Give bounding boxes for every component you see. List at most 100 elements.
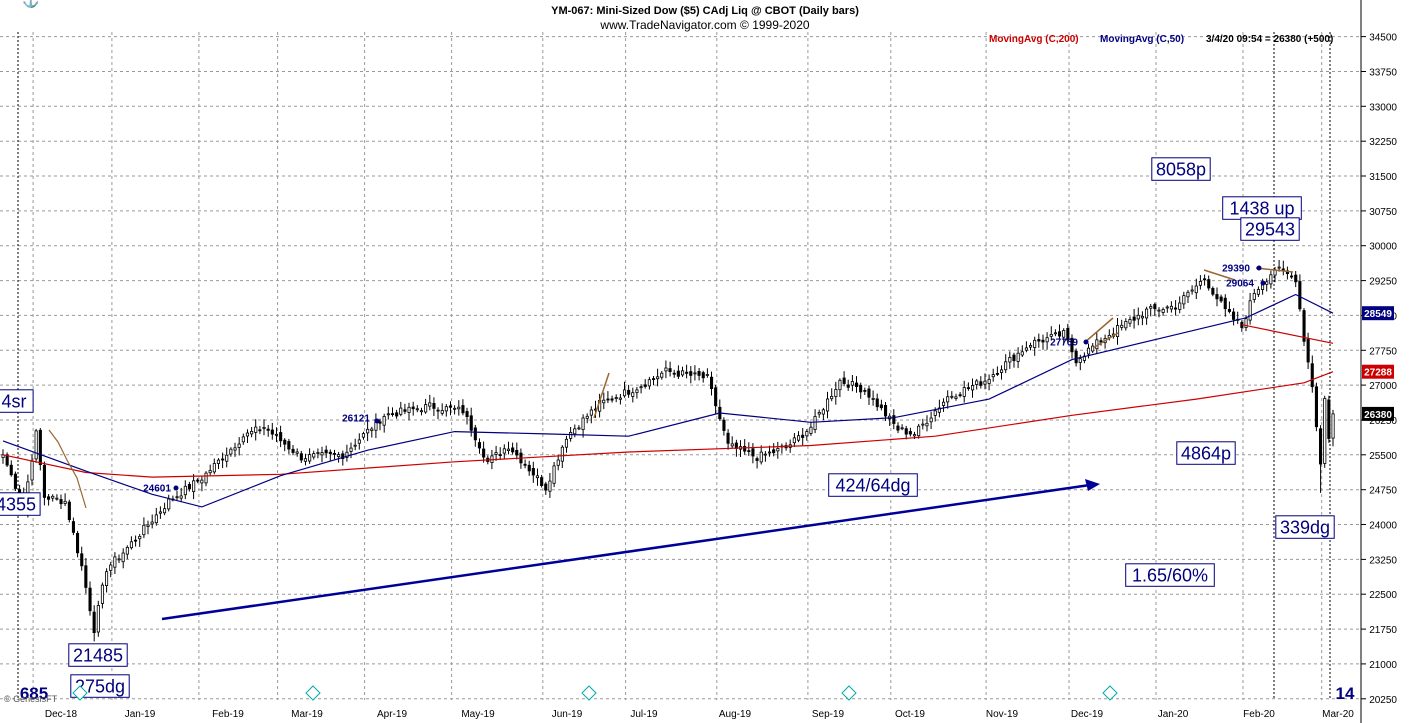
- candle-body: [776, 448, 780, 452]
- candle-body: [482, 448, 486, 458]
- price-tag-box: [1362, 364, 1394, 379]
- candle-body: [768, 451, 772, 454]
- candle-body: [1058, 331, 1062, 337]
- candle-body: [933, 410, 937, 416]
- candle-body: [436, 409, 440, 412]
- candle-body: [830, 395, 834, 400]
- app-logo-icon: ⚓: [22, 0, 39, 9]
- candle-body: [1174, 307, 1178, 310]
- candle-body: [540, 477, 544, 487]
- candle-body: [154, 514, 158, 524]
- candle-body: [225, 454, 229, 462]
- candle-body: [175, 496, 179, 499]
- candle-body: [1256, 289, 1261, 295]
- candle-body: [1066, 327, 1070, 341]
- candle-body: [635, 389, 639, 393]
- price-tag-last: 26380: [1364, 410, 1392, 421]
- candle-body: [121, 552, 125, 563]
- candle-body: [672, 372, 676, 375]
- candle-body: [279, 432, 283, 442]
- candle-body: [979, 381, 983, 386]
- candle-body: [1290, 275, 1294, 278]
- y-tick-label: 27750: [1369, 346, 1397, 357]
- candle-body: [1331, 413, 1335, 439]
- candle-body: [167, 498, 171, 510]
- y-tick-label: 23250: [1369, 555, 1397, 566]
- candle-body: [59, 499, 63, 505]
- candle-body: [921, 423, 925, 426]
- candle-body: [117, 558, 121, 561]
- candle-body: [958, 394, 962, 397]
- candle-body: [1099, 340, 1103, 343]
- candle-body: [1319, 428, 1323, 465]
- candle-body: [399, 407, 403, 415]
- candle-body: [1087, 347, 1091, 355]
- candle-body: [295, 451, 299, 454]
- candle-body: [196, 479, 200, 482]
- candle-body: [1310, 363, 1314, 388]
- candle-body: [216, 459, 221, 464]
- candle-body: [303, 458, 307, 462]
- price-tag-box: [1362, 406, 1394, 421]
- candle-body: [241, 436, 245, 443]
- candle-body: [705, 374, 709, 376]
- candle-body: [341, 453, 345, 459]
- pattern-line: [1092, 332, 1119, 349]
- candle-body: [631, 392, 635, 397]
- candle-body: [274, 433, 278, 436]
- annotation-box: [1125, 563, 1215, 587]
- candle-body: [1182, 295, 1186, 305]
- candle-body: [556, 459, 560, 466]
- candle-body: [179, 495, 183, 499]
- candle-body: [813, 415, 817, 430]
- event-diamond-icon: [841, 685, 857, 701]
- candle-body: [950, 395, 954, 398]
- candle-body: [573, 428, 577, 435]
- candle-body: [1157, 309, 1161, 312]
- candle-body: [30, 460, 34, 481]
- candle-body: [826, 398, 830, 412]
- candle-body: [855, 382, 859, 387]
- candle-body: [639, 386, 643, 389]
- candle-body: [1248, 300, 1252, 321]
- ma50-legend: MovingAvg (C,50): [1100, 34, 1184, 45]
- candle-body: [129, 541, 134, 549]
- candle-body: [585, 415, 589, 419]
- candle-body: [1169, 305, 1174, 310]
- candle-body: [1128, 319, 1132, 324]
- candle-body: [581, 417, 585, 431]
- candle-body: [477, 442, 481, 449]
- x-tick-label: May-19: [461, 709, 495, 720]
- candle-body: [221, 458, 225, 461]
- candle-body: [523, 463, 527, 466]
- trendline-arrow-icon: [1085, 479, 1100, 491]
- annotation-box: [828, 473, 918, 497]
- candle-body: [67, 501, 71, 521]
- candle-body: [929, 417, 933, 423]
- x-tick-label: Sep-19: [812, 709, 845, 720]
- candle-body: [250, 430, 254, 435]
- candle-body: [879, 404, 883, 409]
- candle-body: [5, 454, 9, 466]
- candle-body: [850, 381, 854, 386]
- candle-body: [1323, 398, 1327, 464]
- annotation-label: 29543: [1245, 220, 1295, 240]
- candle-body: [34, 430, 38, 460]
- candle-body: [1149, 306, 1153, 309]
- candle-body: [158, 511, 163, 514]
- annotations: 21485 275dg 685 4sr 4355 24601 26121 27769 29390…: [0, 157, 1355, 703]
- event-diamond-icon: [581, 685, 597, 701]
- candle-body: [13, 473, 18, 489]
- candle-body: [448, 405, 452, 408]
- candle-body: [747, 450, 751, 453]
- candle-body: [382, 415, 386, 426]
- candle-body: [229, 448, 233, 455]
- candle-body: [681, 370, 685, 376]
- candle-body: [946, 396, 950, 403]
- price-tag-ma200: 27288: [1364, 368, 1392, 379]
- candle-body: [884, 404, 888, 417]
- ma200-line: [2, 371, 1334, 478]
- candle-body: [925, 422, 929, 427]
- candle-body: [763, 453, 767, 456]
- candle-body: [187, 483, 192, 490]
